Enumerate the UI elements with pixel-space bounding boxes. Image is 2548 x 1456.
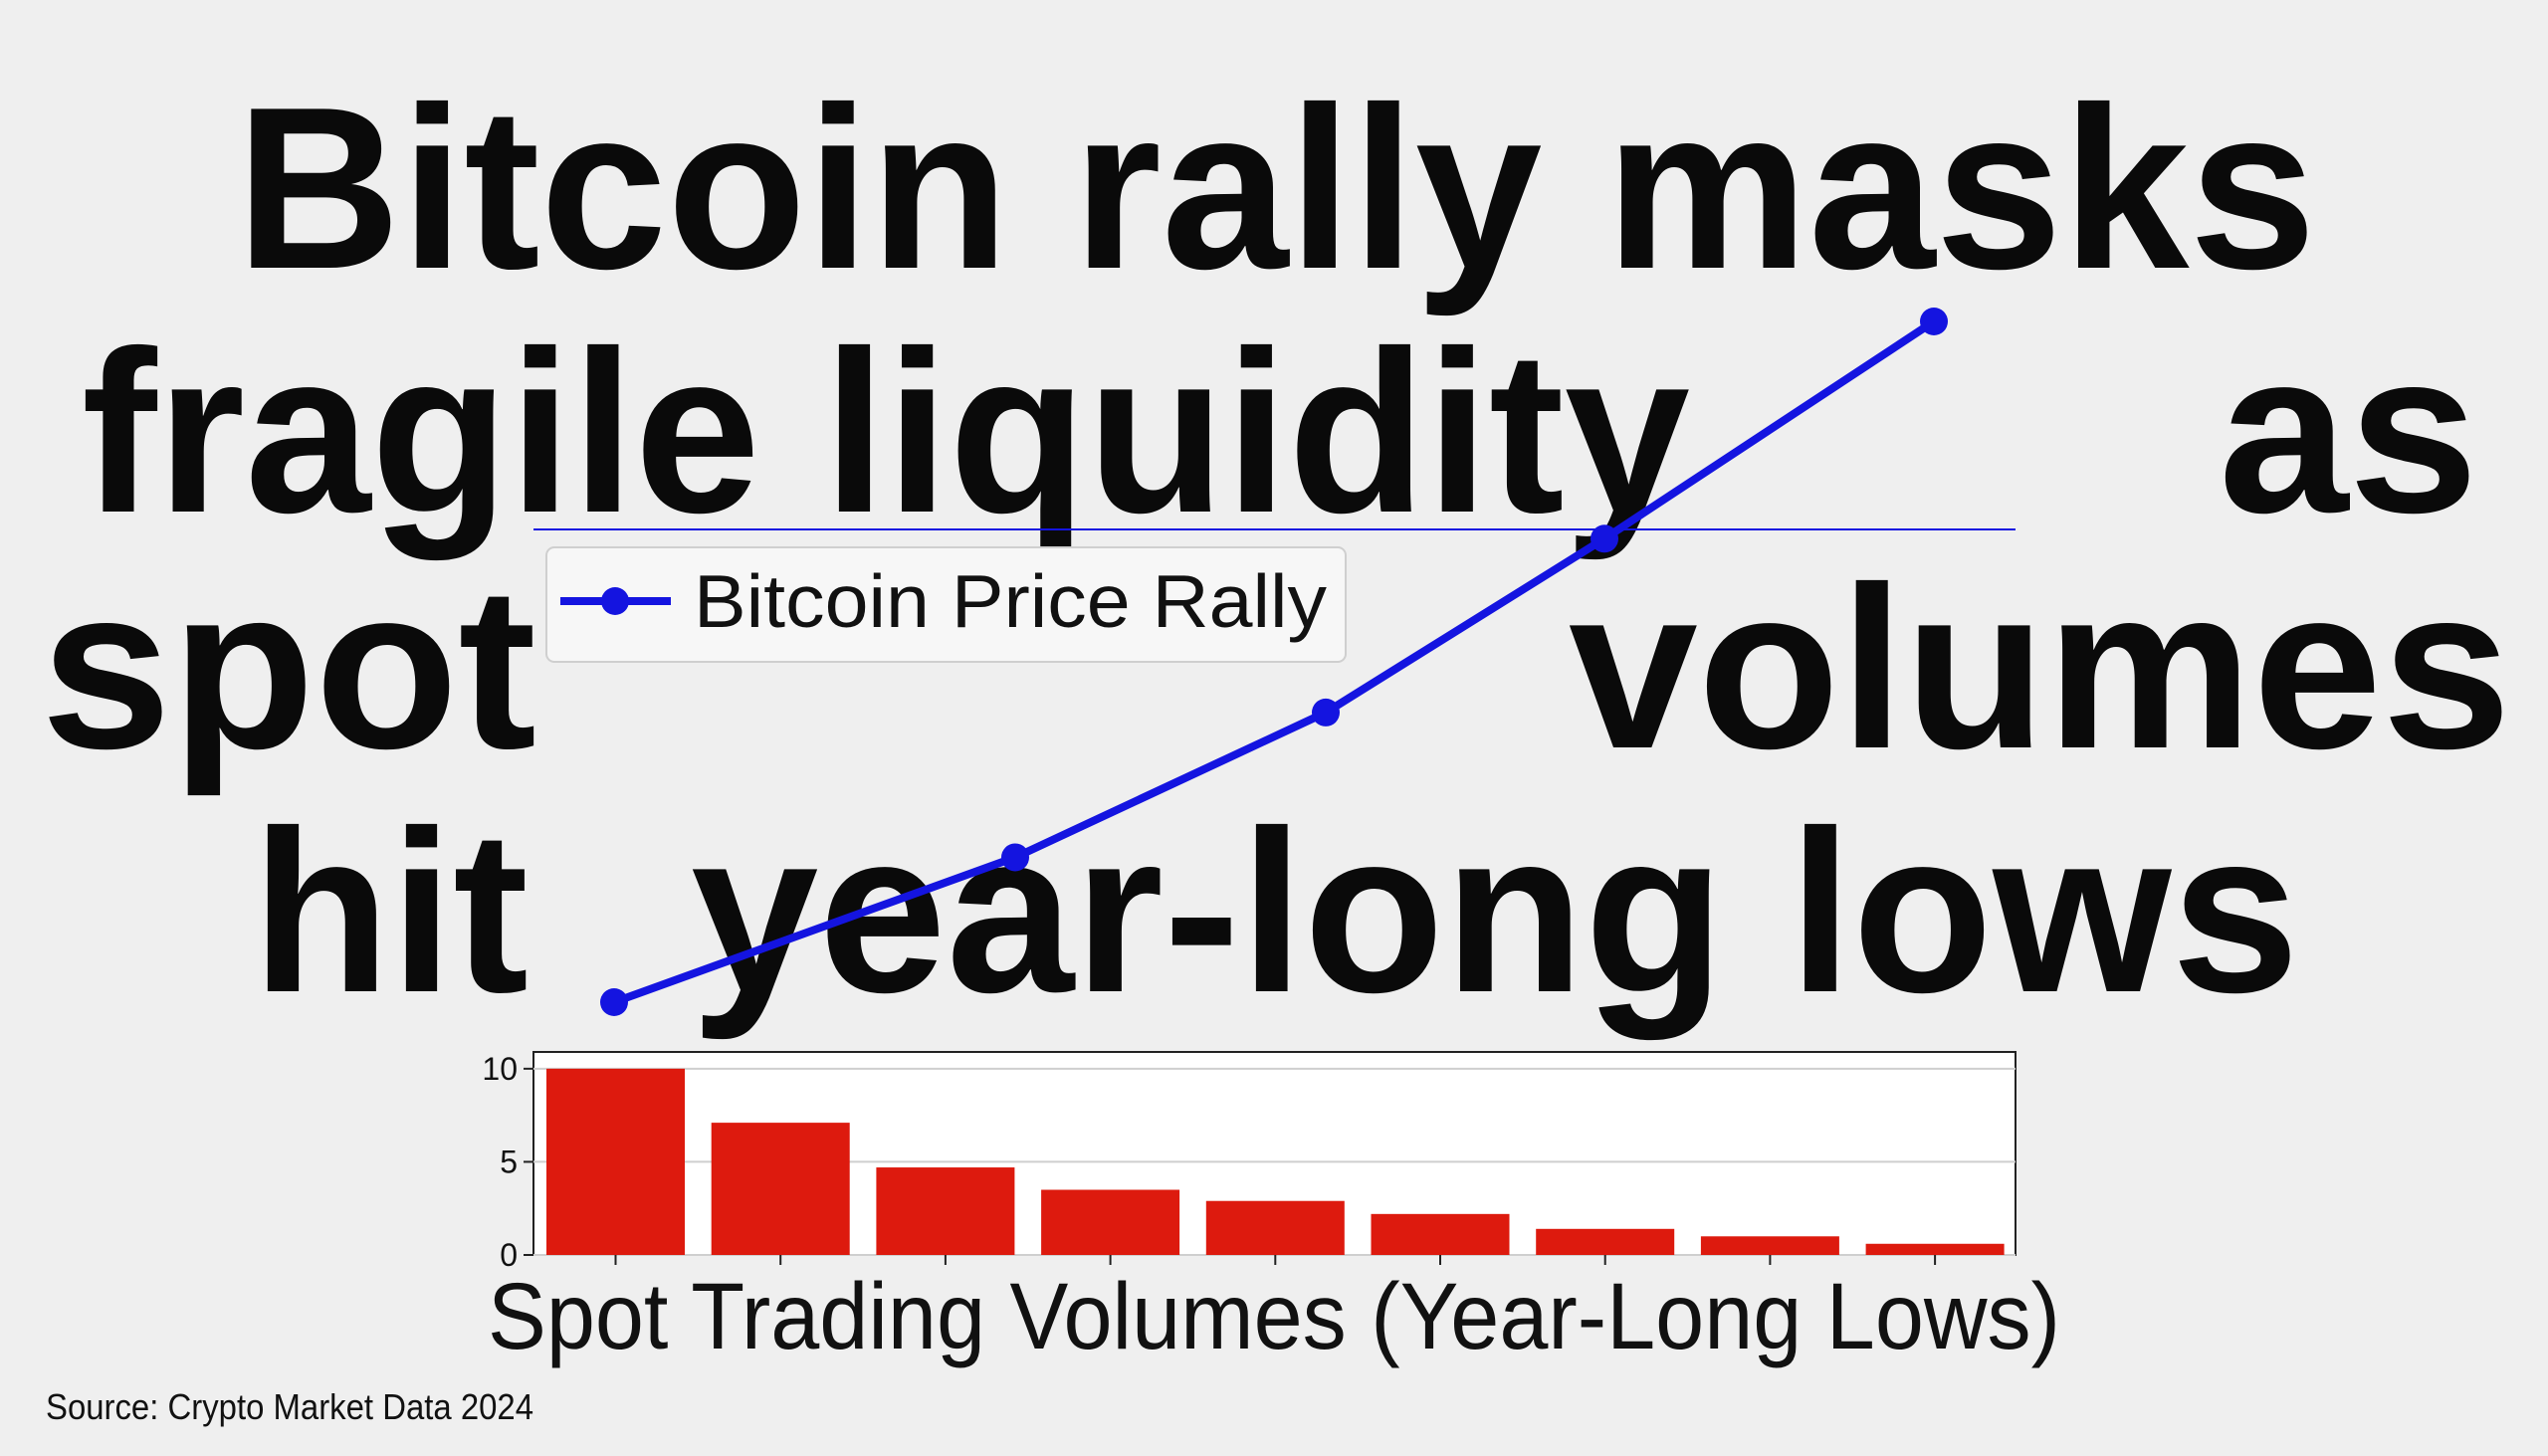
bar bbox=[711, 1123, 850, 1255]
headline-text: hit bbox=[252, 783, 529, 1041]
bar bbox=[1700, 1236, 1839, 1255]
bar bbox=[546, 1068, 685, 1255]
bar bbox=[1041, 1189, 1180, 1255]
point bbox=[1591, 524, 1618, 553]
source-note: Source: Crypto Market Data 2024 bbox=[46, 1386, 533, 1427]
point bbox=[1001, 843, 1029, 872]
headline-text: as bbox=[2219, 304, 2478, 561]
headline-text: year-long lows bbox=[691, 783, 2299, 1041]
bar bbox=[1371, 1213, 1510, 1255]
headline-text: spot bbox=[41, 539, 536, 797]
bar bbox=[1865, 1243, 2005, 1255]
headline-text: volumes bbox=[1569, 539, 2511, 797]
legend-marker bbox=[601, 587, 629, 615]
bar bbox=[1536, 1228, 1675, 1255]
point bbox=[1920, 308, 1948, 335]
point bbox=[600, 988, 628, 1016]
bar bbox=[1205, 1200, 1345, 1255]
point bbox=[1312, 698, 1340, 727]
legend-label: Bitcoin Price Rally bbox=[694, 559, 1328, 643]
legend bbox=[545, 546, 1347, 663]
y-tick-label: 5 bbox=[500, 1144, 518, 1179]
headline-text: Bitcoin rally masks bbox=[236, 60, 2316, 317]
bar bbox=[876, 1167, 1015, 1255]
y-tick-label: 0 bbox=[500, 1237, 518, 1273]
y-tick-label: 10 bbox=[482, 1051, 518, 1087]
x-axis-label: Spot Trading Volumes (Year-Long Lows) bbox=[488, 1264, 2060, 1369]
headline-text: fragile liquidity bbox=[82, 304, 1690, 561]
